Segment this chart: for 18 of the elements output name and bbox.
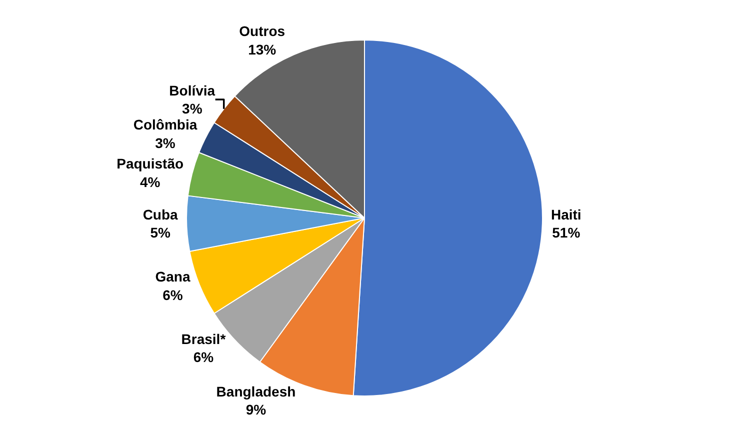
slice-label: Gana [155,268,190,285]
data-label: 4% [140,174,161,190]
slice-label: Colômbia [133,116,198,133]
data-label: 6% [193,348,214,365]
slice-label: Brasil* [181,330,226,347]
slice-label: Bolívia [169,82,216,98]
data-label: 9% [246,402,267,418]
data-label: 3% [155,134,176,151]
slice-label: Outros [239,23,286,40]
slice-label: Haiti [550,206,582,223]
data-label: 5% [150,224,171,241]
data-label: 3% [182,100,203,117]
slice-label: Paquistão [116,156,184,172]
data-label: 6% [162,286,184,303]
data-label: 13% [248,41,277,58]
slice-label: Cuba [142,206,178,223]
data-label: 51% [552,224,581,241]
slice-label: Bangladesh [216,384,296,400]
